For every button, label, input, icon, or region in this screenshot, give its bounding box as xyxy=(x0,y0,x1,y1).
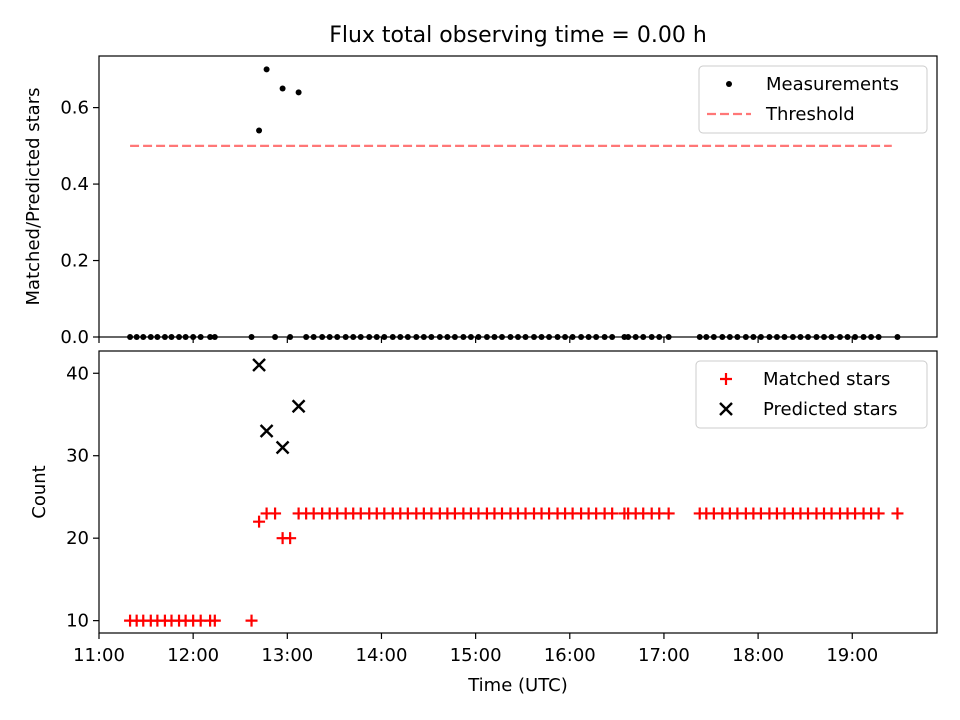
bottom-series-0 xyxy=(124,507,904,627)
x-tick-label: 13:00 xyxy=(261,645,313,666)
matched-star-point xyxy=(891,507,904,520)
bottom-y-axis-label: Count xyxy=(29,465,50,518)
top-legend: Measurements Threshold xyxy=(698,65,928,134)
legend-measurement-swatch xyxy=(726,81,732,87)
matched-star-point xyxy=(606,507,619,520)
predicted-star-point xyxy=(252,358,266,372)
matched-star-point xyxy=(284,532,297,545)
bottom-axes-frame xyxy=(98,350,938,634)
top-axes-frame xyxy=(98,55,938,338)
measurement-point xyxy=(263,66,270,73)
legend-label: Threshold xyxy=(765,104,855,125)
predicted-star-point xyxy=(291,399,306,414)
matched-star-point xyxy=(269,507,282,520)
top-y-tick-label: 0.2 xyxy=(60,251,89,272)
x-tick-label: 16:00 xyxy=(544,645,596,666)
legend-label: Measurements xyxy=(766,74,899,95)
matched-star-point xyxy=(253,515,266,528)
bottom-series-1 xyxy=(252,358,306,455)
top-y-tick-label: 0.4 xyxy=(60,174,89,195)
top-y-tick-label: 0.6 xyxy=(60,98,89,119)
x-tick-label: 19:00 xyxy=(826,645,878,666)
legend-predicted-swatch xyxy=(719,402,733,416)
x-axis-label: Time (UTC) xyxy=(467,675,568,696)
measurement-point xyxy=(256,127,263,134)
x-tick-label: 11:00 xyxy=(73,645,125,666)
bottom-y-tick-label: 30 xyxy=(66,446,89,467)
bottom-y-tick-label: 40 xyxy=(66,363,89,384)
measurement-point xyxy=(295,89,302,96)
bottom-legend: Matched stars Predicted stars xyxy=(695,360,928,429)
x-tick-label: 15:00 xyxy=(450,645,502,666)
measurement-point xyxy=(279,85,286,92)
legend-box xyxy=(698,65,928,134)
legend-label: Matched stars xyxy=(763,369,890,390)
matched-star-point xyxy=(662,507,675,520)
bottom-y-tick-label: 20 xyxy=(66,528,89,549)
predicted-star-point xyxy=(275,440,290,455)
predicted-star-point xyxy=(259,424,274,438)
top-y-tick-label: 0.0 xyxy=(60,327,89,348)
top-y-axis-label: Matched/Predicted stars xyxy=(23,88,44,306)
legend-label: Predicted stars xyxy=(763,399,897,420)
bottom-panel: 10 20 30 40 11:00 12:00 13:00 14:00 15:00 16:00 17… xyxy=(29,350,938,696)
legend-matched-swatch xyxy=(720,373,732,385)
matched-star-point xyxy=(245,614,258,627)
chart-title: Flux total observing time = 0.00 h xyxy=(329,23,707,48)
x-tick-label: 17:00 xyxy=(638,645,690,666)
x-tick-label: 12:00 xyxy=(167,645,219,666)
matched-star-point xyxy=(208,614,221,627)
x-tick-label: 18:00 xyxy=(732,645,784,666)
matched-star-point xyxy=(872,507,885,520)
top-panel: 0.0 0.2 0.4 0.6 Matched/Predicted stars Measu… xyxy=(23,55,938,348)
legend-box xyxy=(695,360,928,429)
bottom-y-tick-label: 10 xyxy=(66,611,89,632)
x-tick-label: 14:00 xyxy=(356,645,408,666)
